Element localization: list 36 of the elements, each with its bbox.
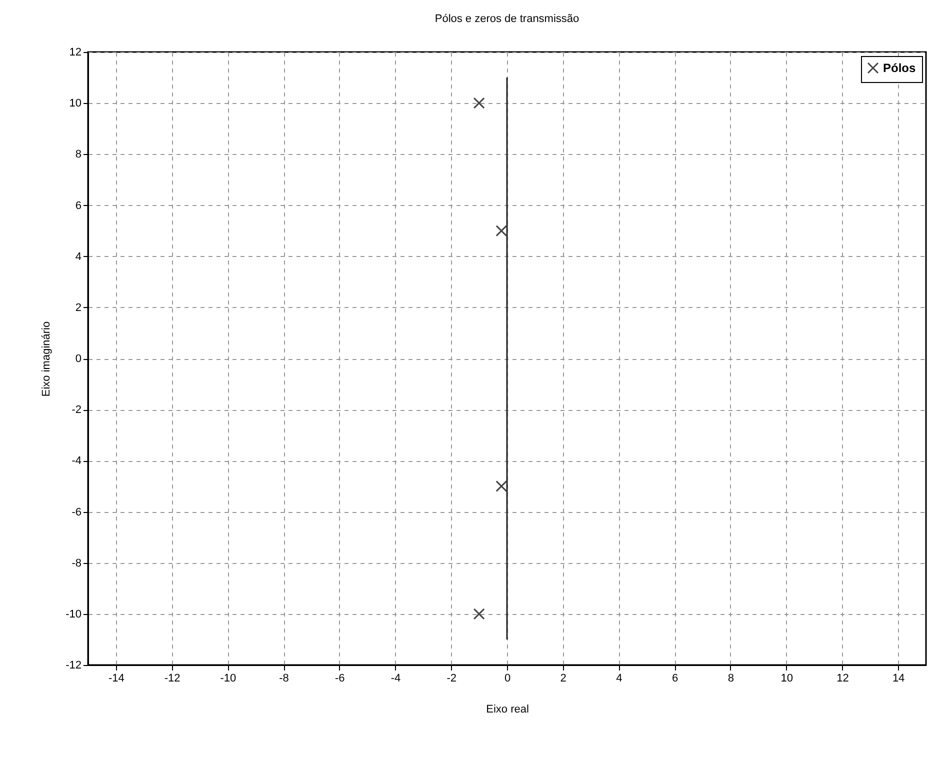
legend-label: Pólos bbox=[883, 61, 916, 75]
point bbox=[496, 225, 508, 237]
y-tick-label: 2 bbox=[75, 302, 82, 314]
x-tick-label: -6 bbox=[335, 672, 345, 684]
x-tick-label: 4 bbox=[616, 672, 622, 684]
y-tick-label: 0 bbox=[75, 353, 82, 365]
x-tick-label: -4 bbox=[390, 672, 401, 684]
x-tick-label: 0 bbox=[504, 672, 511, 684]
y-tick-label: -8 bbox=[72, 557, 82, 570]
point bbox=[473, 97, 485, 109]
x-tick-label: 12 bbox=[836, 672, 849, 684]
y-tick-label: -4 bbox=[72, 455, 82, 468]
y-tick-label: 12 bbox=[69, 46, 82, 58]
x-tick-label: 10 bbox=[780, 672, 793, 684]
x-tick-label: -10 bbox=[220, 672, 236, 684]
y-axis-title: Eixo imaginário bbox=[40, 321, 53, 397]
x-tick-label: -2 bbox=[446, 672, 457, 684]
x-tick-label: 8 bbox=[728, 672, 734, 684]
point bbox=[496, 480, 508, 492]
y-tick-label: -2 bbox=[72, 404, 82, 416]
y-tick-label: -6 bbox=[72, 506, 82, 518]
x-tick-label: -14 bbox=[108, 672, 124, 684]
point bbox=[473, 608, 485, 620]
x-tick-label: 2 bbox=[560, 672, 566, 684]
y-tick-label: 6 bbox=[75, 200, 82, 212]
x-tick-label: -8 bbox=[279, 672, 289, 684]
x-tick-label: 6 bbox=[672, 672, 678, 684]
y-tick-label: 8 bbox=[75, 148, 82, 161]
y-tick-label: -12 bbox=[66, 660, 82, 672]
y-tick-label: 10 bbox=[69, 98, 82, 110]
y-tick-label: -10 bbox=[66, 608, 82, 620]
x-tick-label: -12 bbox=[164, 672, 180, 684]
x-tick-label: 14 bbox=[892, 672, 905, 684]
chart-title: Pólos e zeros de transmissão bbox=[434, 13, 580, 25]
x-axis-title: Eixo real bbox=[486, 704, 529, 716]
y-tick-label: 4 bbox=[75, 250, 82, 263]
